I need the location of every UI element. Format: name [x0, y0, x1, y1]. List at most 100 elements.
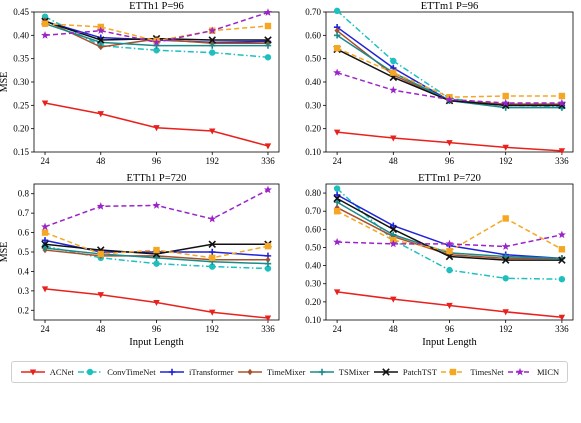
- data-point: [557, 230, 566, 239]
- series-micn: [333, 230, 566, 250]
- data-point: [333, 32, 341, 39]
- data-point: [558, 314, 566, 321]
- data-point: [390, 231, 397, 238]
- x-tick-label: 48: [96, 156, 106, 166]
- data-point: [264, 260, 272, 267]
- data-point: [333, 44, 341, 52]
- series-micn: [41, 8, 272, 46]
- data-point: [153, 246, 160, 254]
- x-tick-label: 24: [41, 324, 51, 334]
- series-acnet: [333, 129, 566, 155]
- data-point: [264, 42, 272, 49]
- legend-marker: [382, 368, 390, 376]
- chart-title: ETTh1 P=96: [129, 1, 184, 12]
- data-point: [41, 31, 49, 39]
- data-point: [501, 98, 510, 107]
- data-point: [389, 239, 398, 248]
- data-point: [333, 191, 341, 199]
- data-point: [445, 239, 454, 248]
- legend-marker: [247, 368, 253, 376]
- data-point: [501, 256, 510, 264]
- legend-marker: [318, 368, 325, 376]
- data-point: [209, 254, 216, 262]
- legend-label: PatchTST: [402, 367, 437, 377]
- star-icon: [508, 367, 532, 376]
- series-line: [336, 10, 562, 108]
- data-point: [265, 256, 271, 263]
- data-point: [209, 263, 216, 270]
- legend-item-tsmixer: TSMixer: [309, 367, 370, 377]
- legend-item-patchtst: PatchTST: [373, 367, 437, 377]
- x-tick-label: 48: [389, 324, 399, 334]
- y-tick-label: 0.8: [18, 189, 30, 199]
- y-tick-label: 0.40: [305, 77, 321, 87]
- x-tick-label: 48: [96, 324, 106, 334]
- y-tick-label: 0.3: [18, 286, 30, 296]
- data-point: [153, 125, 160, 132]
- y-tick-label: 0.45: [13, 7, 29, 17]
- diamond-icon: [237, 368, 262, 376]
- data-point: [558, 92, 566, 100]
- data-point: [333, 68, 342, 77]
- data-point: [445, 252, 454, 261]
- data-point: [333, 185, 341, 192]
- y-tick-label: 0.60: [305, 224, 321, 234]
- x-icon: [373, 368, 398, 376]
- y-tick-label: 0.50: [305, 54, 321, 64]
- y-axis-label: MSE: [0, 242, 10, 263]
- data-point: [264, 54, 272, 61]
- data-point: [98, 43, 104, 51]
- legend-item-timemixer: TimeMixer: [237, 367, 305, 377]
- data-point: [334, 27, 340, 34]
- y-tick-label: 0.50: [305, 242, 321, 252]
- data-point: [502, 144, 509, 151]
- data-point: [41, 229, 49, 236]
- data-point: [558, 246, 566, 253]
- y-tick-label: 0.25: [13, 100, 29, 110]
- data-point: [153, 254, 160, 262]
- series-convtimenet: [333, 185, 566, 283]
- y-tick-label: 0.10: [305, 315, 321, 325]
- data-point: [445, 95, 454, 103]
- data-point: [333, 7, 341, 15]
- data-point: [502, 275, 509, 282]
- y-tick-label: 0.30: [305, 100, 321, 110]
- y-tick-label: 0.70: [305, 206, 321, 216]
- legend-label: ConvTimeNet: [107, 367, 156, 377]
- series-acnet: [333, 289, 566, 321]
- chart-title: ETTm1 P=96: [421, 1, 479, 12]
- data-point: [208, 26, 217, 35]
- chart-panel-3: ETTh1 P=720 0.2 0.3 0.4 0.5 0.6 0.7 0.8 24 48 96 19…: [0, 173, 280, 348]
- data-point: [502, 309, 509, 316]
- y-tick-label: 0.5: [18, 247, 30, 257]
- x-tick-label: 96: [152, 156, 162, 166]
- y-tick-label: 0.35: [13, 54, 29, 64]
- data-point: [389, 86, 398, 94]
- data-point: [264, 265, 272, 272]
- y-tick-label: 0.40: [13, 30, 29, 40]
- data-point: [264, 242, 272, 250]
- data-point: [264, 143, 272, 150]
- data-point: [502, 92, 509, 100]
- x-tick-label: 336: [555, 324, 569, 334]
- data-point: [557, 98, 566, 107]
- plus-icon: [309, 368, 334, 376]
- y-tick-label: 0.15: [13, 147, 29, 157]
- legend-label: TSMixer: [338, 367, 370, 377]
- data-point: [502, 215, 509, 222]
- data-point: [502, 253, 509, 260]
- data-point: [390, 57, 397, 65]
- legend-item-itransformer: iTransformer: [159, 367, 234, 377]
- series-tsmixer: [41, 20, 272, 49]
- data-point: [96, 36, 105, 44]
- x-axis-label: Input Length: [129, 337, 184, 348]
- series-acnet: [41, 100, 272, 150]
- data-point: [446, 140, 453, 147]
- data-point: [334, 204, 340, 211]
- chart-title: ETTm1 P=720: [418, 173, 481, 184]
- data-point: [152, 201, 161, 209]
- data-point: [41, 20, 49, 27]
- legend-marker: [168, 368, 176, 376]
- legend-marker: [516, 367, 524, 376]
- chart-panel-2: ETTm1 P=96 0.10 0.20 0.30 0.40 0.50 0.60 0.70 24…: [305, 1, 574, 166]
